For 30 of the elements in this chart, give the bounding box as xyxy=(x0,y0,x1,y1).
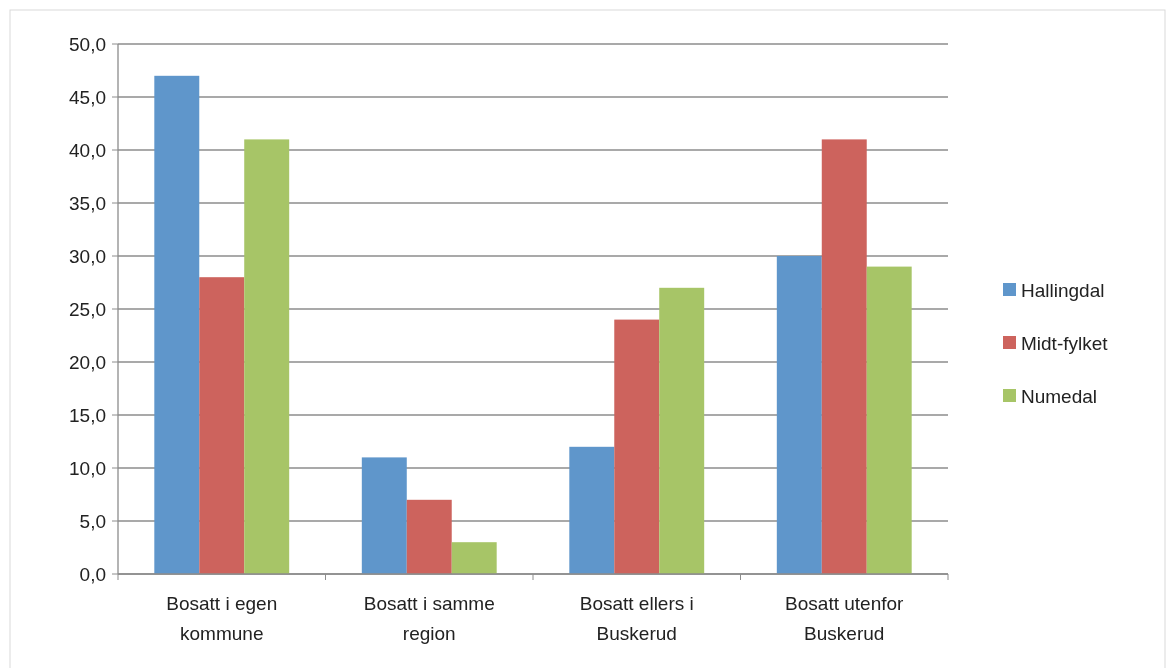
x-tick-label: Bosatt i egen kommune xyxy=(166,593,278,644)
y-tick-label: 40,0 xyxy=(69,139,106,161)
bar xyxy=(659,287,705,574)
bar xyxy=(406,499,452,574)
y-tick-label: 15,0 xyxy=(69,404,106,426)
bar xyxy=(244,139,290,574)
y-tick-label: 30,0 xyxy=(69,245,106,267)
y-tick-label: 20,0 xyxy=(69,351,106,373)
y-tick-label: 50,0 xyxy=(69,33,106,55)
bar xyxy=(614,319,660,574)
y-tick-label: 35,0 xyxy=(69,192,106,214)
bar xyxy=(866,266,912,574)
bar xyxy=(569,446,615,574)
legend-label: Midt-fylket xyxy=(1021,332,1109,354)
bar xyxy=(199,277,245,574)
y-tick-label: 10,0 xyxy=(69,457,106,479)
x-tick-label: Bosatt i samme region xyxy=(363,593,495,644)
x-tick-label: Bosatt ellers i Buskerud xyxy=(579,593,694,644)
bar xyxy=(821,139,867,574)
y-tick-label: 0,0 xyxy=(79,563,106,585)
legend-label: Hallingdal xyxy=(1021,279,1105,301)
bar xyxy=(361,457,407,574)
y-tick-label: 5,0 xyxy=(79,510,106,532)
bar xyxy=(451,542,497,574)
x-tick-label: Bosatt utenfor Buskerud xyxy=(785,593,905,644)
legend-label: Numedal xyxy=(1021,385,1098,407)
y-tick-label: 45,0 xyxy=(69,86,106,108)
bar xyxy=(154,75,200,574)
bar xyxy=(776,256,822,574)
y-tick-label: 25,0 xyxy=(69,298,106,320)
